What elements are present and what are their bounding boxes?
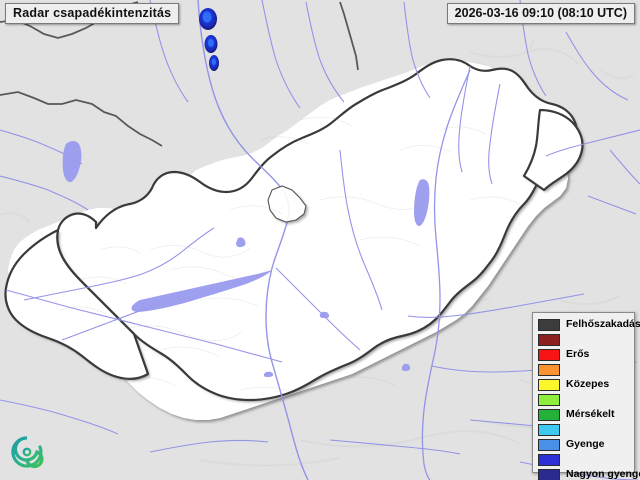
- lake-ferto: [62, 141, 82, 183]
- legend-color-swatch: [538, 378, 560, 391]
- legend-label: Felhőszakadás: [566, 318, 640, 331]
- legend-row: [538, 332, 634, 347]
- legend-label: Gyenge: [566, 438, 605, 451]
- radar-echo-core: [208, 39, 214, 47]
- legend-color-swatch: [538, 393, 560, 406]
- legend-label: Mérsékelt: [566, 408, 615, 421]
- page-title: Radar csapadékintenzitás: [5, 3, 180, 24]
- legend-row: [538, 452, 634, 467]
- met-service-spiral-logo[interactable]: [4, 429, 50, 475]
- radar-echo-group: [199, 8, 219, 71]
- lake-balaton: [131, 270, 272, 312]
- legend-row: Közepes: [538, 377, 634, 392]
- legend-color-swatch: [538, 363, 560, 376]
- legend-label: Közepes: [566, 378, 610, 391]
- legend-color-swatch: [538, 348, 560, 361]
- legend-row: Gyenge: [538, 437, 634, 452]
- country-west-lobe: [4, 228, 150, 380]
- country-northeast-lobe: [522, 108, 584, 192]
- legend-row: Mérsékelt: [538, 407, 634, 422]
- terrain-relief-inside: [59, 116, 521, 397]
- river-danube: [197, 0, 309, 480]
- legend-row: Erős: [538, 347, 634, 362]
- lake-tisza: [414, 179, 430, 226]
- legend-color-swatch: [538, 408, 560, 421]
- timestamp-label: 2026-03-16 09:10 (08:10 UTC): [446, 3, 635, 24]
- legend-color-swatch: [538, 438, 560, 451]
- legend-color-swatch: [538, 318, 560, 331]
- legend-row: Felhőszakadás: [538, 317, 640, 332]
- radar-echo-core: [202, 11, 212, 23]
- legend-color-swatch: [538, 333, 560, 346]
- legend-color-swatch: [538, 453, 560, 466]
- legend-label: Erős: [566, 348, 590, 361]
- legend-label: Nagyon gyenge: [566, 468, 640, 480]
- legend-color-swatch: [538, 468, 560, 480]
- legend-panel: Felhőszakadás Erős Közepes Mérsékelt Gyenge N…: [532, 312, 640, 480]
- legend-row: [538, 362, 634, 377]
- radar-echo-core: [211, 58, 217, 66]
- legend-row: [538, 422, 634, 437]
- legend-row: Nagyon gyenge: [538, 467, 640, 480]
- country-silhouette-mask: [0, 0, 640, 210]
- legend-row: [538, 392, 634, 407]
- capital-budapest-outline[interactable]: [267, 185, 307, 223]
- lakes: [62, 141, 430, 377]
- legend-color-swatch: [538, 423, 560, 436]
